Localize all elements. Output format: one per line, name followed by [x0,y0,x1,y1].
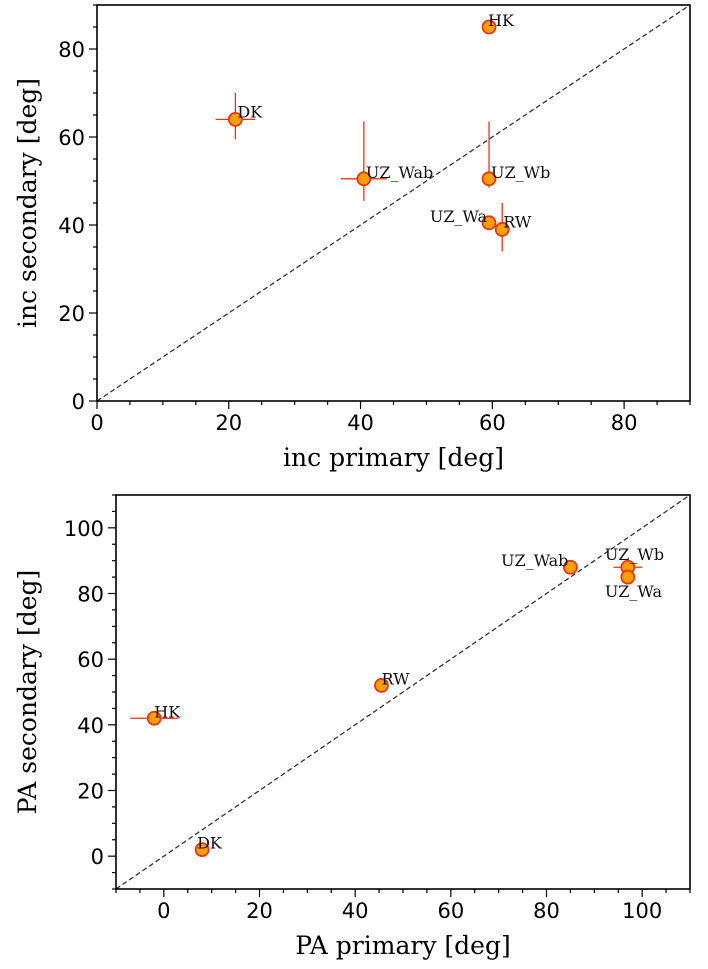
x-tick-label: 0 [90,411,103,435]
data-point-uz-wb: UZ_Wb [481,121,550,188]
point-label: UZ_Wb [491,163,550,182]
y-tick-label: 60 [58,126,85,150]
x-tick-label: 80 [611,411,638,435]
point-label: UZ_Wa [605,582,663,601]
point-marker [481,215,497,231]
x-tick-label: 20 [246,899,273,923]
x-axis-label: PA primary [deg] [295,931,510,960]
point-marker [356,171,372,187]
x-tick-label: 100 [622,899,662,923]
point-label: UZ_Wab [366,163,433,182]
y-tick-label: 20 [58,302,85,326]
data-point-dk: DK [215,93,263,140]
point-label: RW [381,669,410,688]
point-label: UZ_Wab [501,551,568,570]
y-tick-label: 20 [77,780,104,804]
point-label: HK [154,702,181,721]
pa-comparison-panel: 0 20 40 60 80 100 0 20 40 60 80 100 PA primary [deg]… [13,494,691,960]
point-marker [146,710,162,726]
point-label: UZ_Wb [605,545,664,564]
point-marker [563,559,578,575]
point-label: DK [197,834,223,853]
data-point-uz-wa: UZ_Wa [605,569,663,601]
data-point-dk: DK [194,834,223,857]
x-tick-label: 40 [342,899,369,923]
identity-line [96,4,691,402]
y-tick-label: 40 [58,214,85,238]
x-tick-label: 0 [157,899,170,923]
point-label: UZ_Wa [430,207,488,226]
y-tick-label: 0 [91,845,104,869]
point-marker [227,112,243,127]
point-marker [620,569,636,585]
y-tick-label: 0 [72,390,85,414]
point-marker [494,221,510,237]
x-tick-label: 40 [347,411,374,435]
inc-comparison-panel: 0 20 40 60 80 0 20 40 60 80 inc primary [deg] inc s… [13,4,691,472]
data-point-rw: RW [374,669,410,693]
data-point-uz-wab: UZ_Wab [340,121,433,201]
point-marker [194,842,210,857]
point-label: DK [237,102,263,121]
y-tick-label: 80 [58,38,85,62]
x-tick-label: 80 [533,899,560,923]
data-point-uz-wb: UZ_Wb [605,545,664,575]
x-tick-label: 60 [479,411,506,435]
y-tick-label: 80 [77,583,104,607]
point-marker [481,171,497,187]
data-point-hk: HK [130,702,181,726]
y-axis-label: inc secondary [deg] [13,78,42,328]
x-axis-label: inc primary [deg] [283,443,504,472]
data-point-uz-wa: UZ_Wa [430,207,497,231]
identity-line [115,494,691,890]
point-marker [374,678,389,693]
data-point-hk: HK [481,11,515,35]
data-point-rw: RW [494,203,532,252]
y-tick-label: 100 [64,517,104,541]
x-tick-label: 60 [437,899,464,923]
y-tick-label: 60 [77,648,104,672]
data-point-uz-wab: UZ_Wab [501,551,578,575]
point-label: RW [503,212,532,231]
y-axis-label: PA secondary [deg] [13,570,42,815]
y-tick-label: 40 [77,714,104,738]
point-label: HK [488,11,515,30]
x-tick-label: 20 [215,411,242,435]
point-marker [481,19,497,35]
